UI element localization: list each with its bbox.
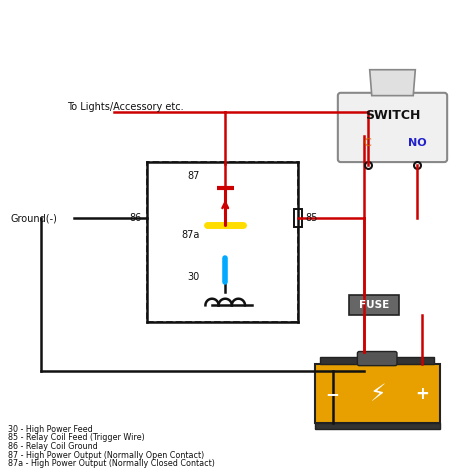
Text: Ground(-): Ground(-) <box>11 213 58 223</box>
FancyBboxPatch shape <box>320 357 434 364</box>
Text: 30: 30 <box>187 272 199 282</box>
Text: 87: 87 <box>187 171 199 181</box>
FancyBboxPatch shape <box>315 423 439 429</box>
Text: ⚡: ⚡ <box>369 382 385 406</box>
Text: C: C <box>364 138 372 148</box>
Text: 87a - High Power Output (Normally Closed Contact): 87a - High Power Output (Normally Closed… <box>9 459 215 468</box>
Text: 85: 85 <box>305 213 318 223</box>
Text: To Lights/Accessory etc.: To Lights/Accessory etc. <box>67 102 184 112</box>
Text: NO: NO <box>408 138 427 148</box>
Text: +: + <box>415 385 428 403</box>
FancyBboxPatch shape <box>294 209 302 227</box>
Polygon shape <box>370 70 415 96</box>
Text: 86: 86 <box>129 213 142 223</box>
Text: 86 - Relay Coil Ground: 86 - Relay Coil Ground <box>9 442 98 451</box>
Text: 87 - High Power Output (Normally Open Contact): 87 - High Power Output (Normally Open Co… <box>9 451 205 460</box>
Text: 85 - Relay Coil Feed (Trigger Wire): 85 - Relay Coil Feed (Trigger Wire) <box>9 433 145 442</box>
FancyBboxPatch shape <box>357 352 397 365</box>
FancyBboxPatch shape <box>338 93 447 162</box>
Text: −: − <box>326 385 339 403</box>
FancyBboxPatch shape <box>315 364 439 423</box>
Text: 87a: 87a <box>181 229 199 240</box>
FancyBboxPatch shape <box>349 295 399 315</box>
Text: SWITCH: SWITCH <box>365 109 420 122</box>
Text: FUSE: FUSE <box>359 300 389 310</box>
Text: 30 - High Power Feed: 30 - High Power Feed <box>9 425 93 434</box>
